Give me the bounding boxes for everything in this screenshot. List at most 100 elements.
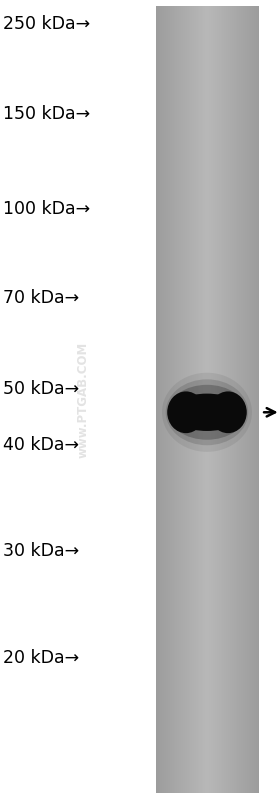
Bar (248, 6, 249, 793)
Bar (193, 6, 194, 793)
Bar (185, 6, 186, 793)
Bar (255, 6, 256, 793)
Bar (192, 6, 193, 793)
Bar (177, 6, 178, 793)
Bar (161, 6, 162, 793)
Bar (258, 6, 259, 793)
Bar (211, 6, 212, 793)
Bar (174, 6, 175, 793)
Bar (238, 6, 239, 793)
Bar (224, 6, 225, 793)
Text: 150 kDa→: 150 kDa→ (3, 105, 90, 123)
Bar (236, 6, 237, 793)
Bar (245, 6, 246, 793)
Bar (217, 6, 218, 793)
Bar (244, 6, 245, 793)
Bar (241, 6, 242, 793)
Bar (237, 6, 238, 793)
Ellipse shape (209, 392, 247, 433)
Bar (166, 6, 167, 793)
Bar (206, 6, 207, 793)
Bar (191, 6, 192, 793)
Bar (235, 6, 236, 793)
Bar (214, 6, 215, 793)
Bar (178, 6, 179, 793)
Bar (181, 6, 182, 793)
Bar (201, 6, 202, 793)
Bar (228, 6, 229, 793)
Text: 30 kDa→: 30 kDa→ (3, 543, 79, 560)
Bar (180, 6, 181, 793)
Bar (252, 6, 253, 793)
Bar (176, 6, 177, 793)
Bar (183, 6, 184, 793)
Bar (166, 6, 167, 793)
Bar (226, 6, 227, 793)
Bar (157, 6, 158, 793)
Bar (156, 6, 157, 793)
Bar (175, 6, 176, 793)
Bar (160, 6, 161, 793)
Bar (161, 6, 162, 793)
Bar (239, 6, 240, 793)
Bar (197, 6, 198, 793)
Ellipse shape (167, 392, 205, 433)
Bar (222, 6, 223, 793)
Text: 20 kDa→: 20 kDa→ (3, 649, 79, 666)
Bar (167, 6, 168, 793)
Bar (218, 6, 219, 793)
Bar (211, 6, 212, 793)
Bar (159, 6, 160, 793)
Bar (210, 6, 211, 793)
Ellipse shape (162, 372, 252, 452)
Bar (246, 6, 247, 793)
Bar (214, 6, 215, 793)
Bar (213, 6, 214, 793)
Bar (253, 6, 254, 793)
Bar (180, 6, 181, 793)
Bar (227, 6, 228, 793)
Bar (191, 6, 192, 793)
Bar (179, 6, 180, 793)
Bar (230, 6, 231, 793)
Bar (172, 6, 173, 793)
Bar (240, 6, 241, 793)
Ellipse shape (166, 380, 248, 445)
Bar (243, 6, 244, 793)
Bar (196, 6, 197, 793)
Bar (225, 6, 226, 793)
Bar (165, 6, 166, 793)
Bar (209, 6, 210, 793)
Bar (250, 6, 251, 793)
Text: 70 kDa→: 70 kDa→ (3, 289, 79, 307)
Bar (189, 6, 190, 793)
Ellipse shape (168, 385, 246, 439)
Bar (222, 6, 223, 793)
Bar (182, 6, 183, 793)
Bar (254, 6, 255, 793)
Bar (252, 6, 253, 793)
Bar (242, 6, 243, 793)
Bar (234, 6, 235, 793)
Bar (226, 6, 227, 793)
Bar (205, 6, 206, 793)
Bar (190, 6, 191, 793)
Bar (169, 6, 170, 793)
Bar (232, 6, 233, 793)
Bar (216, 6, 217, 793)
Bar (168, 6, 169, 793)
Bar (208, 6, 209, 793)
Bar (170, 6, 171, 793)
Bar (163, 6, 164, 793)
Bar (187, 6, 188, 793)
Bar (198, 6, 199, 793)
Bar (258, 6, 259, 793)
Bar (244, 6, 245, 793)
Bar (208, 6, 209, 793)
Bar (254, 6, 255, 793)
Bar (163, 6, 164, 793)
Text: 100 kDa→: 100 kDa→ (3, 201, 90, 218)
Bar (167, 6, 168, 793)
Bar (212, 6, 213, 793)
Bar (241, 6, 242, 793)
